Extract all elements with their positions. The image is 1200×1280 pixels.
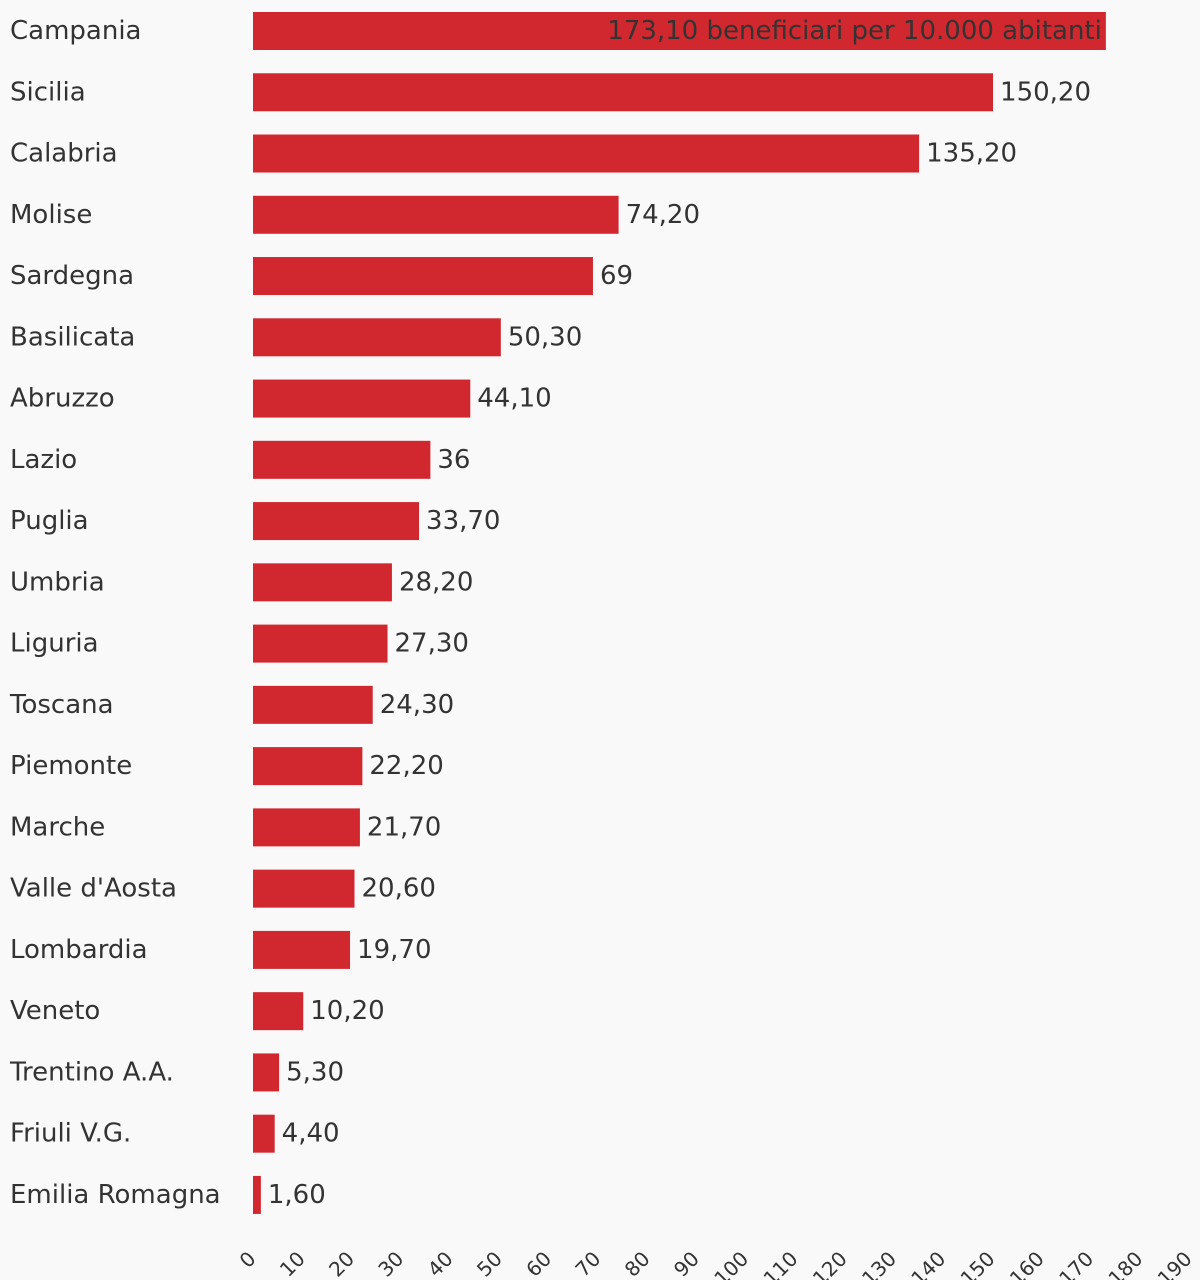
category-label: Lombardia [10, 935, 148, 965]
category-label: Toscana [9, 690, 114, 720]
bar-friuli-v-g- [253, 1114, 275, 1153]
bar-marche [253, 808, 360, 847]
x-tick-label: 100 [709, 1247, 753, 1280]
bars-group [253, 12, 1106, 1214]
value-label: 10,20 [310, 996, 384, 1026]
category-label: Veneto [10, 996, 100, 1026]
category-label: Lazio [10, 445, 77, 475]
category-label: Emilia Romagna [10, 1180, 221, 1210]
category-labels-group: Campania Sicilia Calabria Molise Sardegna Bas… [9, 16, 221, 1210]
value-label: 44,10 [477, 384, 551, 414]
value-label: 20,60 [361, 874, 435, 904]
value-label: 150,20 [1000, 77, 1091, 107]
bar-lombardia [253, 930, 351, 969]
value-label: 173,10 beneficiari per 10.000 abitanti [607, 16, 1102, 46]
value-label: 36 [437, 445, 470, 475]
value-label: 22,20 [369, 751, 443, 781]
x-tick-label: 30 [373, 1247, 408, 1280]
x-tick-label: 150 [956, 1247, 1000, 1280]
value-label: 24,30 [380, 690, 454, 720]
x-tick-label: 140 [906, 1247, 950, 1280]
value-label: 33,70 [426, 506, 500, 536]
x-tick-label: 40 [423, 1247, 458, 1280]
x-tick-label: 0 [235, 1247, 261, 1273]
bar-sicilia [253, 73, 994, 112]
bar-umbria [253, 563, 392, 602]
category-label: Sardegna [10, 261, 134, 291]
bar-puglia [253, 502, 420, 541]
bar-emilia-romagna [253, 1175, 261, 1214]
x-tick-label: 190 [1153, 1247, 1197, 1280]
value-label: 69 [600, 261, 633, 291]
value-label: 1,60 [268, 1180, 326, 1210]
value-label: 74,20 [626, 200, 700, 230]
x-tick-label: 50 [472, 1247, 507, 1280]
value-label: 4,40 [282, 1119, 340, 1149]
bar-toscana [253, 685, 373, 724]
bar-campania [253, 12, 1106, 50]
category-label: Liguria [10, 629, 99, 659]
bar-trentino-a-a- [253, 1053, 280, 1092]
category-label: Trentino A.A. [9, 1057, 174, 1087]
category-label: Puglia [10, 506, 89, 536]
value-label: 28,20 [399, 567, 473, 597]
x-tick-label: 60 [521, 1247, 556, 1280]
bar-sardegna [253, 257, 593, 296]
category-label: Marche [10, 812, 105, 842]
x-tick-label: 80 [620, 1247, 655, 1280]
bar-basilicata [253, 318, 501, 357]
category-label: Abruzzo [10, 384, 115, 414]
x-tick-label: 110 [759, 1247, 803, 1280]
value-label: 5,30 [286, 1057, 344, 1087]
value-labels-group: 173,10 beneficiari per 10.000 abitanti 15… [268, 16, 1102, 1210]
value-label: 135,20 [926, 139, 1017, 169]
category-label: Friuli V.G. [10, 1119, 131, 1149]
bar-piemonte [253, 747, 363, 786]
value-label: 50,30 [508, 322, 582, 352]
category-label: Valle d'Aosta [10, 874, 177, 904]
x-tick-label: 170 [1054, 1247, 1098, 1280]
x-tick-label: 70 [570, 1247, 605, 1280]
value-label: 27,30 [395, 629, 469, 659]
bar-calabria [253, 134, 920, 173]
x-axis-ticks-group: 0 10 20 30 40 50 60 70 80 90 100 110 120 130 140 150 160… [235, 1247, 1197, 1280]
bar-liguria [253, 624, 388, 663]
x-tick-label: 130 [857, 1247, 901, 1280]
category-label: Umbria [10, 567, 105, 597]
category-label: Piemonte [10, 751, 132, 781]
value-label: 19,70 [357, 935, 431, 965]
bar-valle-d-aosta [253, 869, 355, 908]
category-label: Calabria [10, 139, 118, 169]
bar-molise [253, 195, 619, 234]
category-label: Molise [10, 200, 92, 230]
bar-lazio [253, 440, 431, 479]
bar-veneto [253, 992, 304, 1031]
x-tick-label: 120 [808, 1247, 852, 1280]
value-label: 21,70 [367, 812, 441, 842]
category-label: Campania [10, 16, 142, 46]
category-label: Basilicata [10, 322, 135, 352]
x-tick-label: 10 [275, 1247, 310, 1280]
x-tick-label: 160 [1005, 1247, 1049, 1280]
category-label: Sicilia [10, 77, 86, 107]
x-tick-label: 20 [324, 1247, 359, 1280]
bar-abruzzo [253, 379, 471, 418]
x-tick-label: 90 [669, 1247, 704, 1280]
x-tick-label: 180 [1103, 1247, 1147, 1280]
